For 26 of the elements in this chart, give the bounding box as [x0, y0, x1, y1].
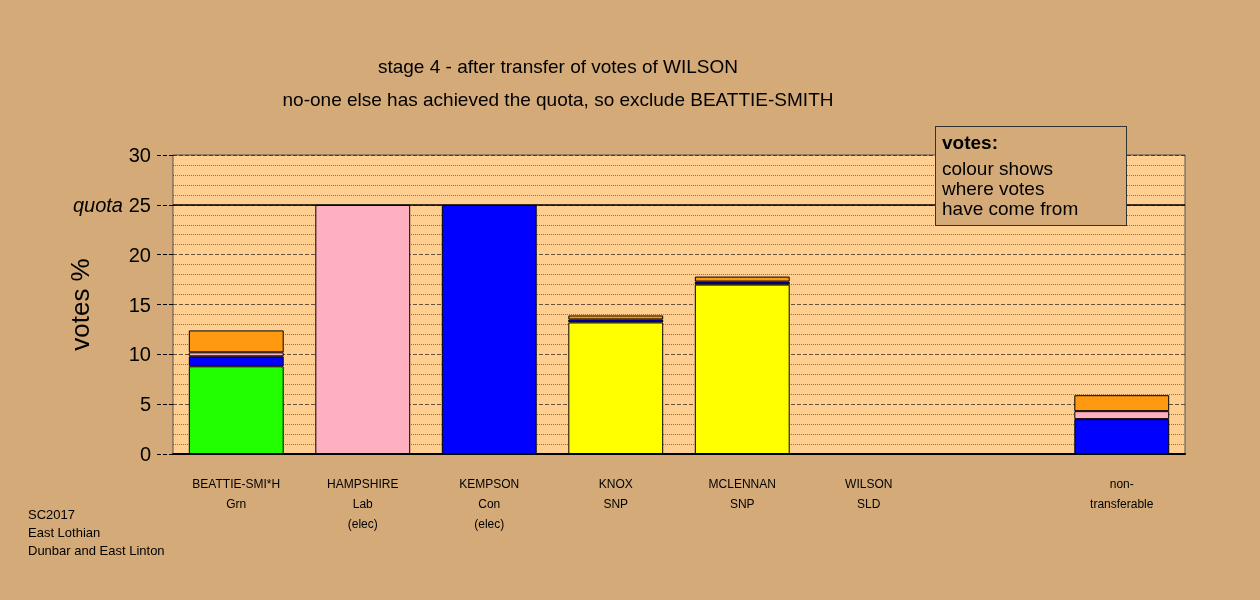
y-tick-label: 10	[128, 343, 151, 366]
y-axis-title: votes %	[65, 258, 95, 351]
x-tick-label: non- transferable	[1090, 477, 1154, 511]
x-tick-label: WILSON SLD	[845, 477, 893, 511]
text: East Lothian	[28, 525, 101, 540]
y-tick-label: 0	[139, 443, 151, 465]
x-tick-label: KEMPSON Con (elec)	[459, 477, 520, 531]
bar	[694, 276, 790, 282]
chart-title: stage 4 - after transfer of votes of WILSON	[377, 56, 739, 77]
annotation: colour shows where votes have come from	[942, 158, 1080, 219]
x-tick-label: KNOX SNP	[598, 477, 633, 511]
x-tick-label: MCLENNAN SNP	[708, 477, 776, 511]
text: Dunbar and East Linton	[28, 543, 165, 558]
text: SC2017	[28, 507, 75, 522]
chart-subtitle: no-one else has achieved the quota, so exclude BEATTIE-SMITH	[282, 89, 834, 110]
y-tick-label: 25	[128, 193, 151, 216]
bar	[568, 315, 664, 320]
x-tick-label: HAMPSHIRE Lab (elec)	[327, 477, 399, 531]
y-tick-label: 5	[139, 393, 151, 416]
y-tick-label: 30	[128, 144, 151, 166]
x-tick-label: BEATTIE-SMI*H Grn	[192, 477, 281, 511]
y-tick-label: 15	[128, 293, 151, 316]
ref-line-label: quota	[72, 193, 123, 216]
y-tick-label: 20	[128, 243, 151, 266]
text: votes:	[942, 132, 998, 153]
bar	[188, 330, 284, 353]
